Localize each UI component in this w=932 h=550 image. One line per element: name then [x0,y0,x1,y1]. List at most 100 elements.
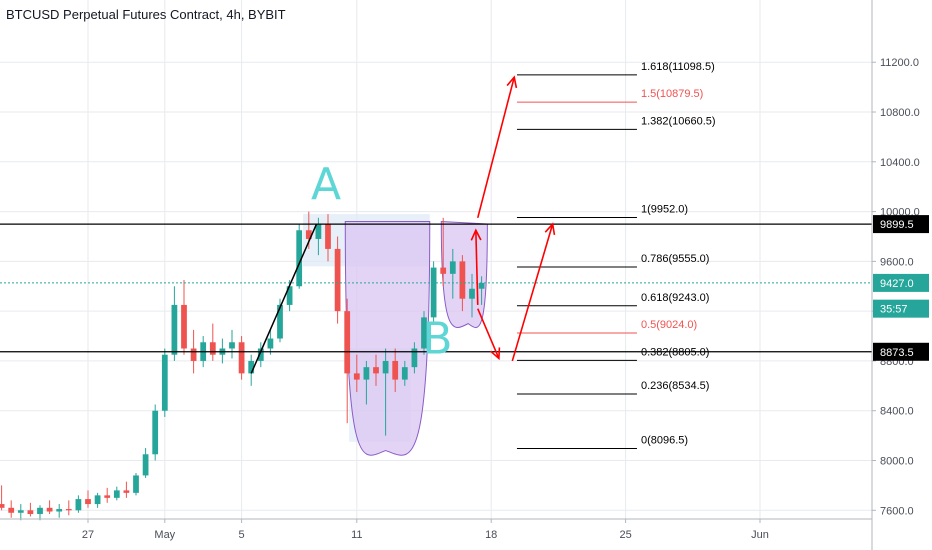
annotations: AB [311,159,453,364]
candle-body [27,510,34,515]
x-tick-label: Jun [751,529,769,541]
candle-body [334,248,341,312]
fib-levels: 1.618(11098.5) 1.5(10879.5) 1.382(10660.5)… [516,61,716,449]
fib-label: 1.618(11098.5) [641,61,715,73]
arrow-shaft [475,230,479,305]
price-tag [873,342,929,361]
y-tick-label: 8400.0 [880,406,914,418]
grid [0,0,872,519]
annotation-letter: B [422,313,452,364]
candle-body [152,410,159,455]
candle-body [190,348,197,361]
arrow-shaft [511,223,554,362]
arrow-head [470,228,482,241]
price-tag [873,273,929,292]
candle-body [430,267,437,318]
fib-label: 0.5(9024.0) [641,319,697,331]
price-tags: 9899.5 9427.0 35:57 8873.5 [873,215,929,361]
candle-body [248,360,255,374]
arrow-head [506,75,518,89]
fib-label: 0.618(9243.0) [641,292,710,304]
price-tag-label: 9427.0 [880,278,914,290]
candle-body [229,342,235,349]
candle-body [344,311,351,374]
candle-body [440,267,447,274]
candle-body [17,510,24,513]
fib-label: 1.382(10660.5) [641,115,716,127]
candle-body [238,342,245,374]
candle-body [8,507,15,513]
price-tag-label: 35:57 [880,304,908,316]
candle-body [46,507,53,512]
fib-label: 1.5(10879.5) [641,88,703,100]
candle-body [113,490,120,498]
candles [0,211,485,521]
x-tick-label: 5 [239,529,245,541]
candle-body [478,282,485,289]
candle-body [353,373,360,380]
cup-big [344,221,431,456]
candle-body [315,224,322,239]
candle-body [123,490,130,493]
trend-line [250,223,318,374]
cup-shapes [303,214,488,456]
candle-body [305,230,312,239]
fib-label: 1(9952.0) [641,204,688,216]
arrow-shaft [476,76,516,219]
x-tick-label: 27 [82,529,94,541]
candle-body [257,348,264,361]
x-tick-label: 11 [351,529,362,541]
price-tag [873,299,929,318]
candle-body [94,495,101,505]
candle-body [392,360,399,380]
candle-body [382,360,389,374]
candle-body [401,367,408,380]
candle-body [85,499,91,505]
drawings [250,75,556,374]
candle-body [363,367,370,380]
candle-body [181,304,187,349]
candle-body [75,499,82,511]
price-tag-label: 8873.5 [880,347,914,359]
candle-body [459,261,466,299]
candle-body [421,317,427,349]
arrow-head [544,222,556,236]
candle-body [37,507,43,515]
y-tick-label: 8000.0 [880,456,914,468]
price-tag-label: 9899.5 [880,219,914,231]
candle-body [142,454,149,476]
candle-body [296,230,303,287]
candle-body [171,304,178,355]
x-tick-label: 18 [485,529,497,541]
fib-label: 0.236(8534.5) [641,380,710,392]
y-tick-label: 10400.0 [880,157,920,169]
arrow-shaft [477,308,500,359]
horizontal-lines [0,223,872,353]
candle-body [56,509,63,512]
y-tick-label: 10800.0 [880,107,920,119]
candle-body [325,224,331,249]
price-tag [873,215,929,234]
candle-body [373,367,379,374]
candle-body [267,338,274,349]
candle-body [65,509,72,511]
candle-body [209,342,216,355]
candle-body [0,504,5,508]
fib-label: 0.786(9555.0) [641,253,710,265]
candle-body [133,475,139,493]
annotation-letter: A [311,159,341,210]
y-tick-label: 11200.0 [880,57,919,69]
arrow-head [490,347,501,361]
candle-body [449,261,456,274]
chart-title: BTCUSD Perpetual Futures Contract, 4h, B… [6,7,286,22]
x-tick-label: 25 [619,529,631,541]
candle-body [469,288,475,299]
candle-body [161,354,168,411]
x-tick-label: May [154,529,175,541]
y-tick-label: 9600.0 [880,256,914,268]
candle-body [286,286,293,305]
fib-label: 0(8096.5) [641,434,688,446]
candle-body [277,304,283,339]
candle-body [104,495,111,498]
